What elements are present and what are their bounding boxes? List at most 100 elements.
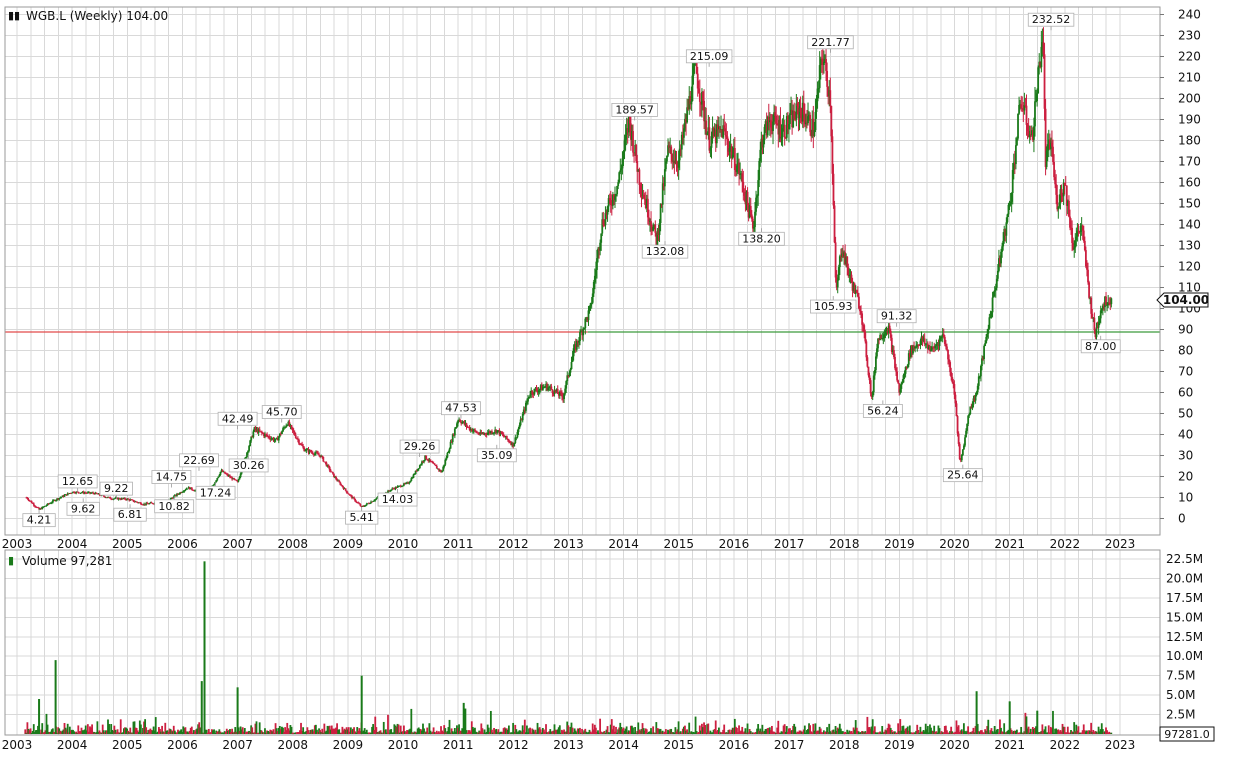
volume-bar	[418, 728, 421, 734]
y-tick-label: 20.0M	[1166, 571, 1203, 585]
volume-bar	[28, 730, 31, 734]
candle-body	[828, 90, 831, 97]
volume-bar	[719, 731, 721, 734]
volume-bar	[323, 723, 326, 734]
y-tick-label: 110	[1178, 281, 1201, 295]
candle-body	[391, 488, 394, 490]
volume-bar	[148, 729, 151, 734]
volume-bar	[442, 731, 445, 734]
volume-bar	[208, 732, 211, 734]
candle-body	[467, 426, 470, 428]
candle-body	[564, 388, 567, 394]
candle-body	[226, 474, 229, 476]
volume-bar	[785, 726, 788, 734]
candle-body	[953, 384, 956, 395]
volume-bar	[832, 729, 835, 734]
volume-bar	[715, 731, 718, 734]
candle-body	[806, 122, 808, 124]
candle-body	[53, 500, 55, 501]
volume-bar	[984, 729, 986, 734]
candle-body	[1105, 296, 1107, 306]
volume-bar	[1003, 723, 1006, 734]
volume-bar	[939, 732, 942, 734]
volume-bar	[472, 728, 475, 734]
candle-body	[1062, 182, 1065, 197]
volume-bar	[150, 729, 153, 734]
volume-bar	[97, 732, 100, 734]
candle-body	[750, 214, 753, 219]
candle-body	[364, 504, 367, 507]
candle-body	[644, 199, 647, 208]
volume-bar	[993, 726, 996, 734]
candle-body	[1099, 310, 1102, 319]
candle-body	[221, 470, 224, 472]
candle-body	[140, 502, 142, 505]
candle-body	[554, 389, 557, 392]
volume-bar	[478, 730, 481, 734]
volume-bar	[515, 729, 518, 734]
volume-bar	[67, 732, 70, 734]
candle-body	[941, 334, 944, 337]
volume-bar	[1014, 730, 1017, 734]
y-tick-label: 140	[1178, 218, 1201, 232]
candle-body	[739, 174, 742, 176]
x-tick-label: 2009	[333, 537, 364, 551]
candle-body	[858, 296, 860, 309]
volume-bar	[225, 728, 228, 734]
candle-body	[38, 507, 41, 510]
candle-body	[615, 194, 617, 197]
volume-bar	[307, 730, 310, 734]
volume-bar	[242, 731, 245, 734]
candle-body	[304, 450, 307, 452]
volume-bar	[1067, 732, 1070, 734]
volume-bar	[221, 732, 224, 734]
candle-body	[401, 485, 404, 487]
volume-bar	[304, 731, 307, 734]
volume-bar	[282, 727, 284, 734]
volume-bar	[886, 727, 889, 734]
candle-body	[666, 155, 668, 162]
candle-body	[616, 185, 619, 195]
volume-bar	[537, 728, 540, 734]
volume-bar	[309, 729, 312, 734]
volume-bar	[135, 728, 138, 734]
candle-body	[860, 311, 862, 314]
candle-body	[505, 435, 508, 439]
candle-body	[93, 493, 96, 495]
volume-bar	[983, 732, 985, 734]
annotation-label: 4.21	[27, 514, 52, 527]
volume-bar	[1044, 726, 1047, 734]
volume-bar	[696, 732, 699, 734]
candle-body	[863, 325, 866, 333]
annotation-label: 10.82	[158, 500, 190, 513]
candle-body	[1010, 192, 1013, 202]
volume-bar	[887, 723, 890, 734]
candle-body	[216, 478, 219, 481]
volume-bar	[535, 732, 538, 734]
candle-body	[1061, 195, 1064, 197]
volume-bar	[428, 723, 431, 734]
volume-bar	[707, 723, 710, 734]
price-panel-frame	[4, 6, 1161, 536]
volume-bar	[1110, 732, 1113, 734]
volume-bar	[513, 731, 516, 734]
candle-body	[180, 492, 183, 494]
volume-bar	[1048, 732, 1051, 734]
volume-bar	[359, 731, 362, 734]
volume-bar	[373, 730, 376, 734]
candle-body	[607, 198, 610, 207]
candle-body	[337, 480, 340, 482]
volume-bar	[778, 732, 781, 734]
candle-body	[638, 169, 641, 186]
candle-body	[245, 456, 247, 459]
candle-body	[613, 194, 615, 200]
x-tick-label: 2004	[57, 537, 88, 551]
volume-bar	[153, 730, 156, 734]
volume-bar	[763, 730, 766, 734]
volume-bar	[92, 731, 95, 734]
candle-body	[885, 330, 888, 334]
candle-body	[654, 224, 657, 233]
volume-bar	[131, 732, 134, 734]
candle-body	[952, 382, 955, 385]
volume-bar	[697, 732, 700, 734]
